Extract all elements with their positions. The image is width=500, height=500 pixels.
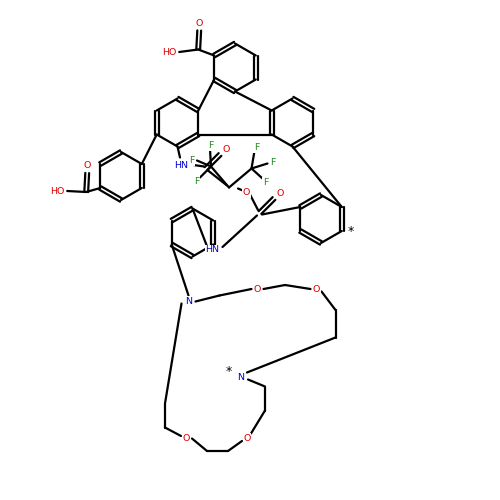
Text: O: O — [254, 284, 261, 294]
Text: N: N — [185, 297, 192, 306]
Text: O: O — [222, 145, 230, 154]
Text: O: O — [276, 189, 283, 198]
Text: HN: HN — [174, 161, 188, 170]
Text: HO: HO — [50, 186, 64, 196]
Text: HN: HN — [206, 246, 220, 254]
Text: O: O — [196, 19, 203, 28]
Text: F: F — [270, 158, 275, 167]
Text: F: F — [263, 178, 268, 187]
Text: O: O — [313, 284, 320, 294]
Text: N: N — [238, 373, 244, 382]
Text: *: * — [348, 224, 354, 237]
Text: F: F — [194, 177, 200, 186]
Text: F: F — [254, 143, 259, 152]
Text: F: F — [208, 141, 214, 150]
Text: O: O — [182, 434, 190, 443]
Text: *: * — [226, 365, 232, 378]
Text: HO: HO — [162, 48, 176, 56]
Text: O: O — [243, 188, 250, 197]
Text: O: O — [84, 162, 91, 170]
Text: F: F — [190, 156, 194, 165]
Text: O: O — [244, 434, 250, 443]
